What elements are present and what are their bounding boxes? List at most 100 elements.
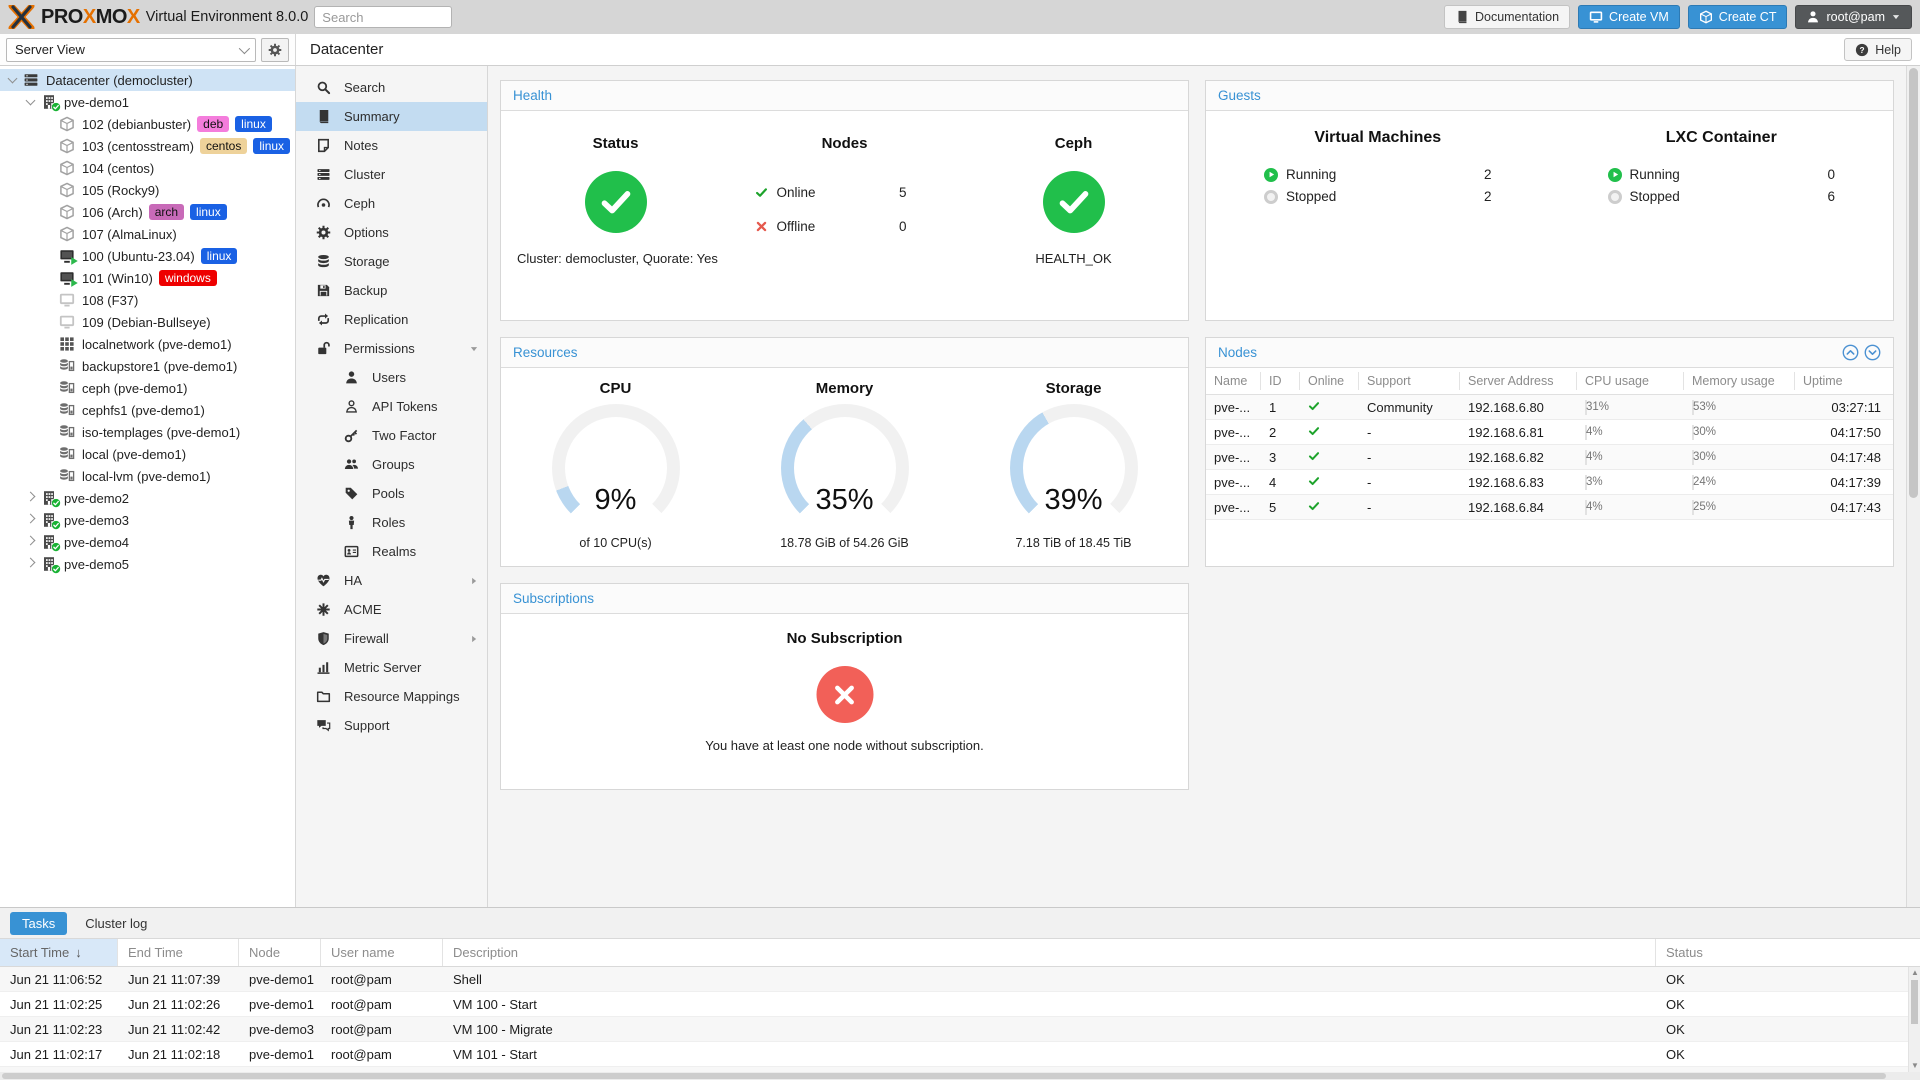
tree-item[interactable]: 103 (centosstream) centos linux — [0, 135, 295, 157]
tree-item[interactable]: pve-demo2 — [0, 487, 295, 509]
menu-item[interactable]: Backup — [296, 276, 487, 305]
global-search-input[interactable] — [314, 6, 452, 28]
expand-down-icon[interactable] — [1864, 344, 1881, 361]
tab-tasks[interactable]: Tasks — [10, 912, 67, 935]
tree-item[interactable]: pve-demo3 — [0, 509, 295, 531]
column-header[interactable]: Online — [1300, 372, 1359, 390]
menu-item[interactable]: Permissions — [296, 334, 487, 363]
scroll-up-icon[interactable]: ▲ — [1911, 969, 1919, 977]
tree-item[interactable]: 109 (Debian-Bullseye) — [0, 311, 295, 333]
node-row[interactable]: pve-... 2 - 192.168.6.81 4% 30% 04:17:50 — [1206, 420, 1893, 445]
menu-item[interactable]: Options — [296, 218, 487, 247]
column-header[interactable]: Support — [1359, 372, 1460, 390]
node-row[interactable]: pve-... 1 Community 192.168.6.80 31% 53%… — [1206, 395, 1893, 420]
menu-item[interactable]: Cluster — [296, 160, 487, 189]
view-select[interactable]: Server View — [6, 38, 256, 62]
column-header[interactable]: Uptime — [1795, 372, 1893, 390]
menu-item[interactable]: Firewall — [296, 624, 487, 653]
menu-item[interactable]: API Tokens — [296, 392, 487, 421]
column-header[interactable]: Server Address — [1460, 372, 1577, 390]
tree-item[interactable]: 101 (Win10) windows — [0, 267, 295, 289]
scrollbar-thumb[interactable] — [1909, 68, 1918, 498]
scroll-down-icon[interactable]: ▼ — [1911, 1062, 1919, 1070]
tree-item[interactable]: 106 (Arch) arch linux — [0, 201, 295, 223]
menu-item[interactable]: Storage — [296, 247, 487, 276]
tree-expander-icon[interactable] — [42, 425, 56, 439]
create-ct-button[interactable]: Create CT — [1688, 5, 1788, 29]
menu-item[interactable]: Pools — [296, 479, 487, 508]
tasks-horizontal-scrollbar[interactable] — [0, 1072, 1920, 1080]
tree-expander-icon[interactable] — [24, 535, 38, 549]
menu-item[interactable]: Replication — [296, 305, 487, 334]
task-row[interactable]: Jun 21 11:02:25 Jun 21 11:02:26 pve-demo… — [0, 992, 1920, 1017]
tree-item[interactable]: ceph (pve-demo1) — [0, 377, 295, 399]
task-row[interactable]: Jun 21 11:06:52 Jun 21 11:07:39 pve-demo… — [0, 967, 1920, 992]
task-row[interactable]: Jun 21 11:02:17 Jun 21 11:02:18 pve-demo… — [0, 1042, 1920, 1067]
column-header-user[interactable]: User name — [321, 939, 443, 966]
tree-expander-icon[interactable] — [42, 403, 56, 417]
tree-expander-icon[interactable] — [42, 139, 56, 153]
column-header[interactable]: Name — [1206, 372, 1261, 390]
tree-item[interactable]: backupstore1 (pve-demo1) — [0, 355, 295, 377]
tree-expander-icon[interactable] — [42, 447, 56, 461]
collapse-up-icon[interactable] — [1842, 344, 1859, 361]
node-row[interactable]: pve-... 3 - 192.168.6.82 4% 30% 04:17:48 — [1206, 445, 1893, 470]
tree-expander-icon[interactable] — [42, 469, 56, 483]
tree-expander-icon[interactable] — [24, 557, 38, 571]
menu-item[interactable]: Groups — [296, 450, 487, 479]
scrollbar-thumb[interactable] — [2, 1073, 1886, 1079]
menu-item[interactable]: Roles — [296, 508, 487, 537]
tree-item[interactable]: local-lvm (pve-demo1) — [0, 465, 295, 487]
tasks-vertical-scrollbar[interactable]: ▲ ▼ — [1908, 967, 1920, 1072]
menu-item[interactable]: HA — [296, 566, 487, 595]
tree-item[interactable]: local (pve-demo1) — [0, 443, 295, 465]
tree-item[interactable]: localnetwork (pve-demo1) — [0, 333, 295, 355]
node-row[interactable]: pve-... 5 - 192.168.6.84 4% 25% 04:17:43 — [1206, 495, 1893, 520]
tree-item[interactable]: 108 (F37) — [0, 289, 295, 311]
menu-item[interactable]: Metric Server — [296, 653, 487, 682]
tree-item[interactable]: pve-demo5 — [0, 553, 295, 575]
tree-expander-icon[interactable] — [42, 337, 56, 351]
tree-item[interactable]: cephfs1 (pve-demo1) — [0, 399, 295, 421]
column-header-node[interactable]: Node — [239, 939, 321, 966]
tree-expander-icon[interactable] — [24, 491, 38, 505]
column-header-start-time[interactable]: Start Time↓ — [0, 939, 118, 966]
column-header-status[interactable]: Status — [1656, 939, 1920, 966]
menu-item[interactable]: Search — [296, 73, 487, 102]
tree-item[interactable]: pve-demo4 — [0, 531, 295, 553]
column-header-end-time[interactable]: End Time — [118, 939, 239, 966]
menu-item[interactable]: ACME — [296, 595, 487, 624]
tree-settings-button[interactable] — [261, 38, 289, 62]
tree-item[interactable]: 104 (centos) — [0, 157, 295, 179]
tree-item[interactable]: iso-templages (pve-demo1) — [0, 421, 295, 443]
menu-item[interactable]: Notes — [296, 131, 487, 160]
column-header[interactable]: CPU usage — [1577, 372, 1684, 390]
menu-item[interactable]: Users — [296, 363, 487, 392]
tab-cluster-log[interactable]: Cluster log — [85, 916, 147, 931]
column-header[interactable]: ID — [1261, 372, 1300, 390]
tree-expander-icon[interactable] — [42, 205, 56, 219]
column-header-description[interactable]: Description — [443, 939, 1656, 966]
tree-expander-icon[interactable] — [42, 271, 56, 285]
help-button[interactable]: Help — [1844, 38, 1912, 61]
menu-item[interactable]: Two Factor — [296, 421, 487, 450]
tree-expander-icon[interactable] — [42, 161, 56, 175]
menu-item[interactable]: Realms — [296, 537, 487, 566]
create-vm-button[interactable]: Create VM — [1578, 5, 1680, 29]
task-row[interactable]: Jun 21 11:02:23 Jun 21 11:02:42 pve-demo… — [0, 1017, 1920, 1042]
documentation-button[interactable]: Documentation — [1444, 5, 1570, 29]
main-scrollbar[interactable] — [1906, 66, 1920, 907]
tree-item[interactable]: 107 (AlmaLinux) — [0, 223, 295, 245]
tree-expander-icon[interactable] — [42, 381, 56, 395]
tree-expander-icon[interactable] — [42, 359, 56, 373]
menu-item[interactable]: Summary — [296, 102, 487, 131]
tree-item[interactable]: 100 (Ubuntu-23.04) linux — [0, 245, 295, 267]
tree-item[interactable]: pve-demo1 — [0, 91, 295, 113]
tree-expander-icon[interactable] — [6, 73, 20, 87]
tree-item[interactable]: 105 (Rocky9) — [0, 179, 295, 201]
tree-expander-icon[interactable] — [42, 315, 56, 329]
user-menu-button[interactable]: root@pam — [1795, 5, 1912, 29]
tree-expander-icon[interactable] — [42, 249, 56, 263]
menu-item[interactable]: Resource Mappings — [296, 682, 487, 711]
menu-item[interactable]: Ceph — [296, 189, 487, 218]
